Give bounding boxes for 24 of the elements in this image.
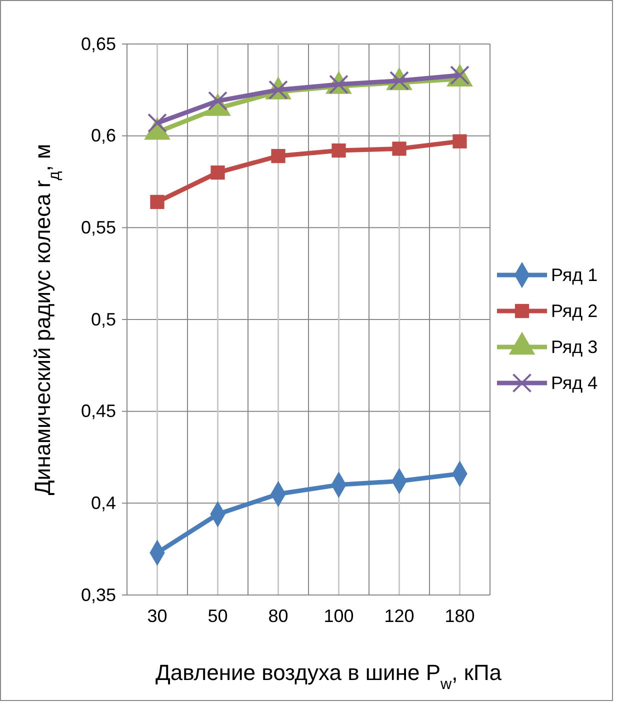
y-tick-label: 0,5 — [90, 309, 116, 330]
legend-label: Ряд 2 — [551, 301, 598, 321]
point — [210, 165, 225, 180]
x-tick-label: 120 — [384, 606, 414, 626]
y-tick-label: 0,35 — [80, 584, 116, 605]
y-tick-label: 0,65 — [80, 34, 116, 54]
x-tick-label: 100 — [324, 606, 354, 626]
point — [332, 143, 346, 158]
y-tick-label: 0,6 — [90, 126, 116, 146]
x-tick-label: 30 — [147, 606, 168, 626]
y-tick-label: 0,4 — [90, 492, 116, 513]
point — [452, 134, 467, 148]
legend-label: Ряд 4 — [551, 373, 598, 393]
legend-label: Ряд 3 — [551, 337, 598, 357]
point — [392, 142, 406, 156]
legend-label: Ряд 1 — [551, 265, 598, 285]
y-tick-label: 0,55 — [80, 217, 116, 238]
y-tick-label: 0,45 — [80, 401, 116, 422]
point — [271, 148, 286, 164]
x-tick-label: 50 — [208, 606, 228, 626]
x-tick-label: 80 — [268, 606, 288, 626]
point — [150, 194, 164, 210]
x-tick-label: 180 — [444, 606, 475, 626]
x-axis-title: Давление воздуха в шине P$_{w}$, кПа — [155, 660, 502, 692]
